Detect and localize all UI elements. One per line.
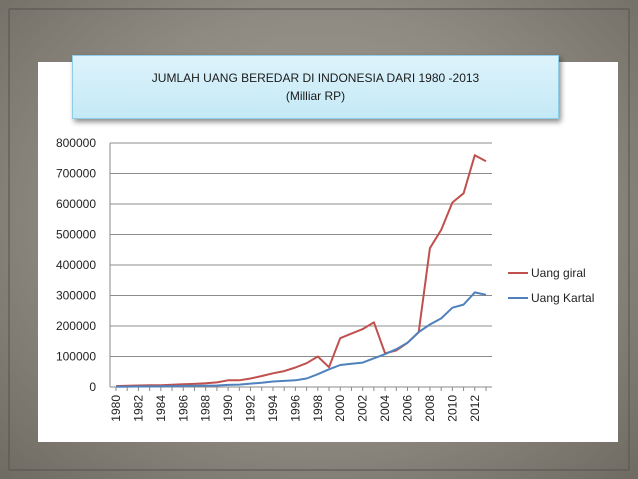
x-tick-label: 2004 <box>378 395 392 422</box>
x-tick-label: 1990 <box>221 395 235 422</box>
y-tick-label: 400000 <box>56 258 96 272</box>
chart-subtitle: (Milliar RP) <box>285 89 346 103</box>
x-tick-label: 2002 <box>356 395 370 422</box>
chart-title: JUMLAH UANG BEREDAR DI INDONESIA DARI 19… <box>151 71 480 85</box>
x-tick-label: 1992 <box>244 395 258 422</box>
x-tick-label: 2006 <box>401 395 415 422</box>
y-tick-label: 100000 <box>56 350 96 364</box>
x-tick-label: 2000 <box>333 395 347 422</box>
x-tick-label: 2012 <box>468 395 482 422</box>
slide-frame <box>8 8 630 471</box>
series-line-0 <box>115 154 487 388</box>
y-tick-label: 600000 <box>56 197 96 211</box>
x-tick-label: 1988 <box>199 395 213 422</box>
x-tick-label: 1986 <box>176 395 190 422</box>
x-tick-label: 1998 <box>311 395 325 422</box>
legend-label: Uang Kartal <box>531 291 594 305</box>
chart-title-box: JUMLAH UANG BEREDAR DI INDONESIA DARI 19… <box>72 55 559 119</box>
x-tick-label: 1980 <box>109 395 123 422</box>
x-tick-label: 1982 <box>131 395 145 422</box>
x-tick-label: 1994 <box>266 395 280 422</box>
x-tick-label: 1996 <box>288 395 302 422</box>
x-tick-label: 2010 <box>445 395 459 422</box>
y-tick-label: 500000 <box>56 228 96 242</box>
y-tick-label: 800000 <box>56 136 96 150</box>
y-tick-label: 700000 <box>56 167 96 181</box>
legend-label: Uang giral <box>531 266 586 280</box>
y-tick-label: 200000 <box>56 319 96 333</box>
series-line-1 <box>115 291 487 388</box>
x-tick-label: 2008 <box>423 395 437 422</box>
y-tick-label: 0 <box>89 380 96 394</box>
x-tick-label: 1984 <box>154 395 168 422</box>
chart-area <box>38 62 618 442</box>
y-tick-label: 300000 <box>56 289 96 303</box>
